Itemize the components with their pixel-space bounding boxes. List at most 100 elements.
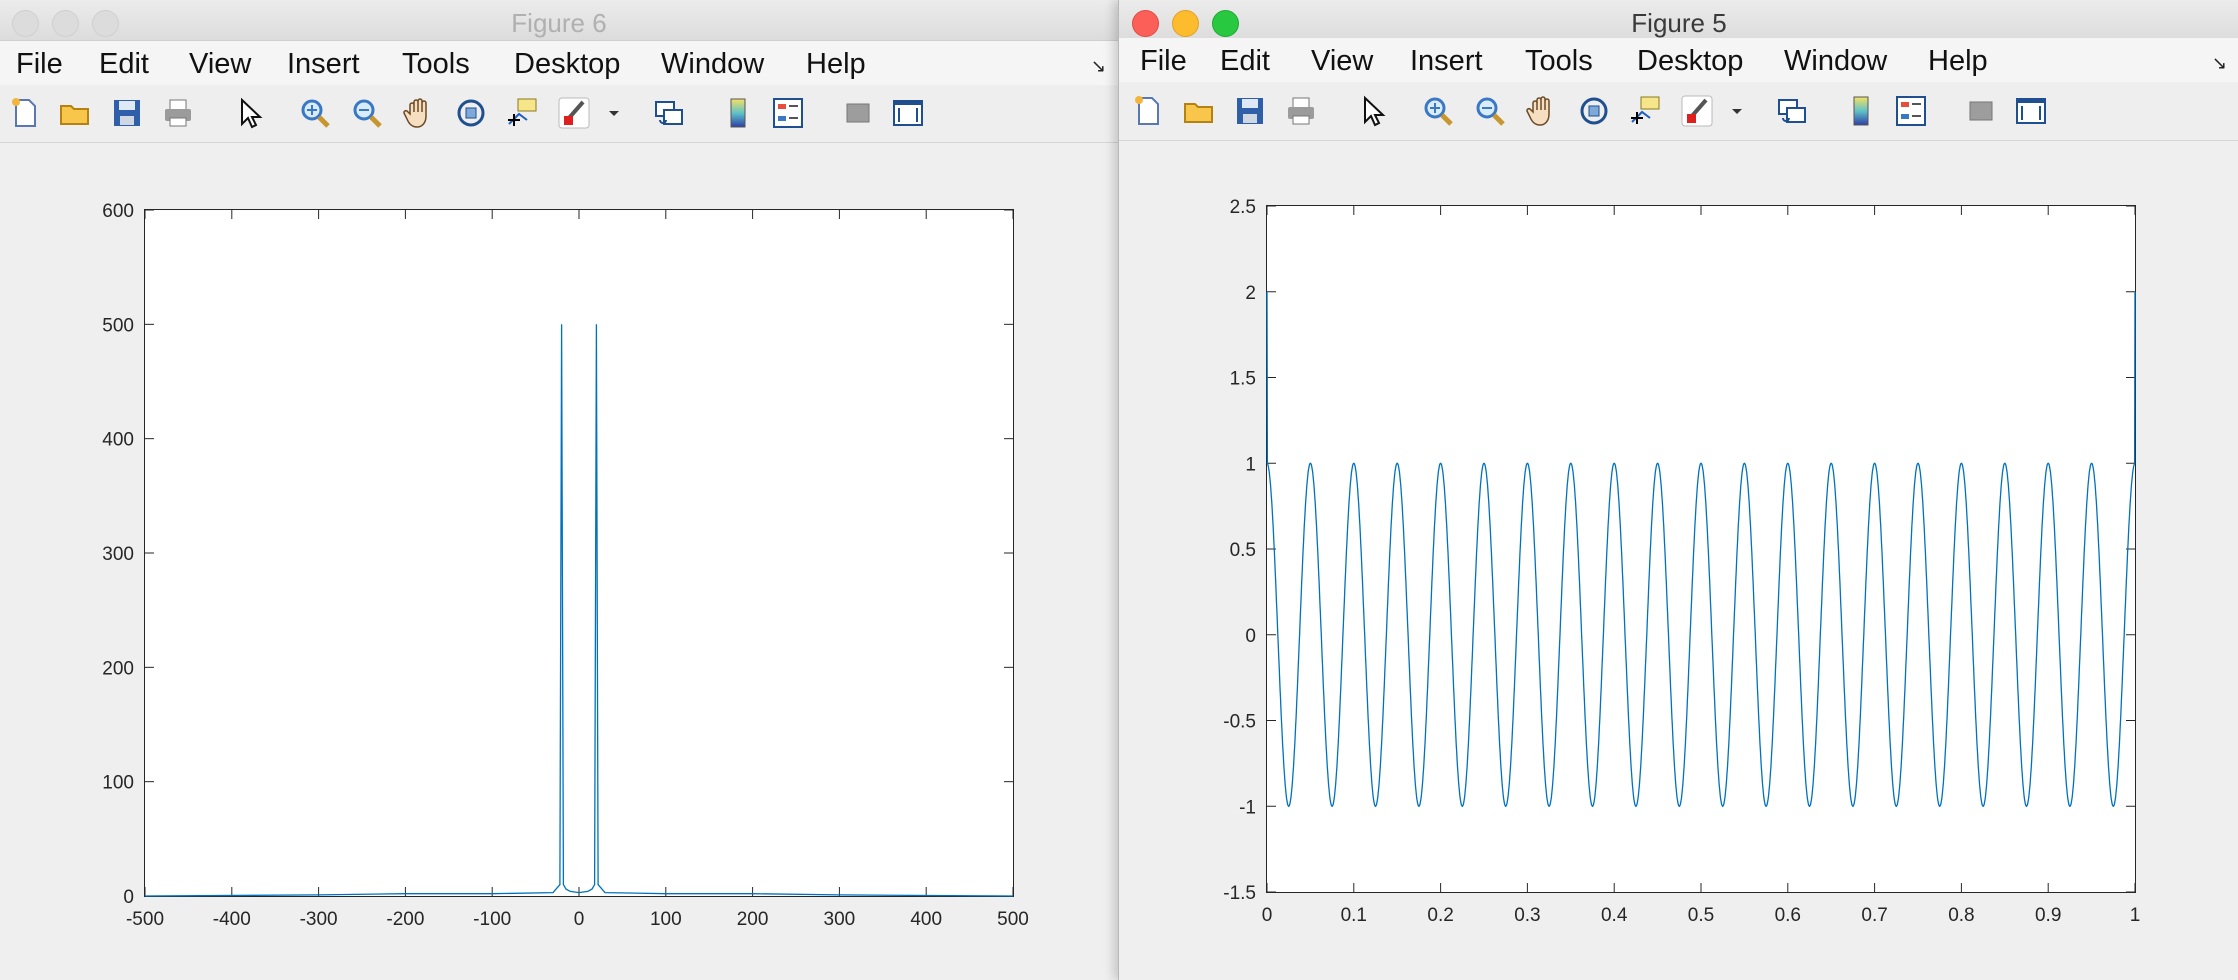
- figure-5-titlebar[interactable]: Figure 5: [1119, 0, 2238, 41]
- menu-tools[interactable]: Tools: [402, 48, 470, 80]
- menu-help[interactable]: Help: [806, 48, 866, 80]
- dropdown-arrow-icon[interactable]: [1727, 94, 1747, 128]
- dock-arrow-icon[interactable]: ↘: [2211, 53, 2227, 73]
- rotate-3d-icon[interactable]: [454, 96, 488, 130]
- data-cursor-icon[interactable]: [1629, 94, 1663, 128]
- figure-6-window[interactable]: Figure 6 File Edit View Insert Tools Des…: [0, 0, 1118, 980]
- print-icon[interactable]: [1284, 94, 1318, 128]
- legend-icon[interactable]: [771, 96, 805, 130]
- y-tick-label: 300: [102, 544, 134, 565]
- x-tick-label: 0.3: [1514, 905, 1540, 926]
- show-plot-tools-icon[interactable]: [2014, 94, 2048, 128]
- menu-window[interactable]: Window: [661, 48, 765, 80]
- dropdown-arrow-icon[interactable]: [604, 96, 624, 130]
- axes-figure-6[interactable]: [144, 209, 1014, 897]
- menu-desktop[interactable]: Desktop: [1637, 45, 1744, 77]
- figure-toolbar: [1119, 84, 2238, 141]
- x-tick-label: 0.1: [1341, 905, 1367, 926]
- menu-edit[interactable]: Edit: [1220, 45, 1270, 77]
- close-button[interactable]: [1132, 10, 1159, 37]
- print-icon[interactable]: [161, 96, 195, 130]
- x-tick-label: 0.2: [1427, 905, 1453, 926]
- brush-icon[interactable]: [1680, 94, 1714, 128]
- minimize-button[interactable]: [1172, 10, 1199, 37]
- figure-5-window[interactable]: Figure 5 File Edit View Insert Tools Des…: [1118, 0, 2238, 980]
- x-tick-label: 1: [2130, 905, 2141, 926]
- link-plot-icon[interactable]: [652, 96, 686, 130]
- figure-6-titlebar[interactable]: Figure 6: [0, 0, 1118, 41]
- y-tick-label: 2.5: [1230, 197, 1256, 218]
- y-tick-label: 500: [102, 315, 134, 336]
- x-tick-label: 0.6: [1775, 905, 1801, 926]
- zoom-out-icon[interactable]: [1473, 94, 1507, 128]
- hide-plot-tools-icon[interactable]: [841, 96, 875, 130]
- x-tick-label: -400: [213, 909, 251, 930]
- x-tick-label: -200: [386, 909, 424, 930]
- menu-desktop[interactable]: Desktop: [514, 48, 621, 80]
- y-tick-label: 0: [1245, 626, 1256, 647]
- open-file-icon[interactable]: [1182, 94, 1216, 128]
- time-signal-chart: 0 0.1 0.2 0.3 0.4 0.5 0.6 0.7 0.8 0.9 1 -1.5 -1 -0.5 0…: [1223, 197, 2141, 926]
- y-tick-label: 100: [102, 773, 134, 794]
- y-tick-label: 600: [102, 201, 134, 222]
- pointer-icon[interactable]: [232, 96, 266, 130]
- y-tick-label: 1: [1245, 454, 1256, 475]
- x-tick-label: 300: [824, 909, 856, 930]
- save-icon[interactable]: [110, 96, 144, 130]
- brush-icon[interactable]: [557, 96, 591, 130]
- figure-toolbar: [0, 86, 1118, 143]
- menu-insert[interactable]: Insert: [287, 48, 360, 80]
- window-title: Figure 6: [511, 8, 607, 38]
- pan-hand-icon[interactable]: [1525, 94, 1559, 128]
- zoom-in-icon[interactable]: [1421, 94, 1455, 128]
- spectrum-line: [144, 324, 1014, 897]
- legend-icon[interactable]: [1894, 94, 1928, 128]
- hide-plot-tools-icon[interactable]: [1964, 94, 1998, 128]
- close-button[interactable]: [12, 10, 39, 37]
- menu-file[interactable]: File: [16, 48, 63, 80]
- colorbar-icon[interactable]: [1844, 94, 1878, 128]
- x-tick-label: 100: [650, 909, 682, 930]
- menu-help[interactable]: Help: [1928, 45, 1988, 77]
- show-plot-tools-icon[interactable]: [891, 96, 925, 130]
- y-tick-label: 400: [102, 430, 134, 451]
- window-title: Figure 5: [1631, 8, 1727, 38]
- menu-tools[interactable]: Tools: [1525, 45, 1593, 77]
- x-tick-label: -500: [126, 909, 164, 930]
- menu-edit[interactable]: Edit: [99, 48, 149, 80]
- pan-hand-icon[interactable]: [402, 96, 436, 130]
- menu-window[interactable]: Window: [1784, 45, 1888, 77]
- maximize-button[interactable]: [1212, 10, 1239, 37]
- x-tick-label: 0: [1262, 905, 1273, 926]
- pointer-icon[interactable]: [1355, 94, 1389, 128]
- x-tick-label: 500: [997, 909, 1029, 930]
- open-file-icon[interactable]: [58, 96, 92, 130]
- maximize-button[interactable]: [92, 10, 119, 37]
- y-tick-label: -1: [1239, 797, 1256, 818]
- x-tick-label: 0.9: [2035, 905, 2061, 926]
- menu-insert[interactable]: Insert: [1410, 45, 1483, 77]
- menu-bar: File Edit View Insert Tools Desktop Wind…: [1119, 38, 2238, 82]
- axes-figure-5[interactable]: [1266, 205, 2136, 893]
- dock-arrow-icon[interactable]: ↘: [1090, 56, 1106, 76]
- zoom-in-icon[interactable]: [298, 96, 332, 130]
- menu-file[interactable]: File: [1140, 45, 1187, 77]
- x-tick-label: 0.7: [1861, 905, 1887, 926]
- menu-view[interactable]: View: [189, 48, 252, 80]
- data-cursor-icon[interactable]: [506, 96, 540, 130]
- y-tick-label: 1.5: [1230, 369, 1256, 390]
- link-plot-icon[interactable]: [1775, 94, 1809, 128]
- zoom-out-icon[interactable]: [350, 96, 384, 130]
- new-figure-icon[interactable]: [1131, 94, 1165, 128]
- x-tick-label: -100: [473, 909, 511, 930]
- menu-bar: File Edit View Insert Tools Desktop Wind…: [0, 41, 1118, 85]
- colorbar-icon[interactable]: [721, 96, 755, 130]
- new-figure-icon[interactable]: [8, 96, 42, 130]
- y-tick-label: 2: [1245, 283, 1256, 304]
- rotate-3d-icon[interactable]: [1577, 94, 1611, 128]
- minimize-button[interactable]: [52, 10, 79, 37]
- x-tick-label: 200: [737, 909, 769, 930]
- save-icon[interactable]: [1233, 94, 1267, 128]
- y-tick-label: 0.5: [1230, 540, 1256, 561]
- menu-view[interactable]: View: [1311, 45, 1374, 77]
